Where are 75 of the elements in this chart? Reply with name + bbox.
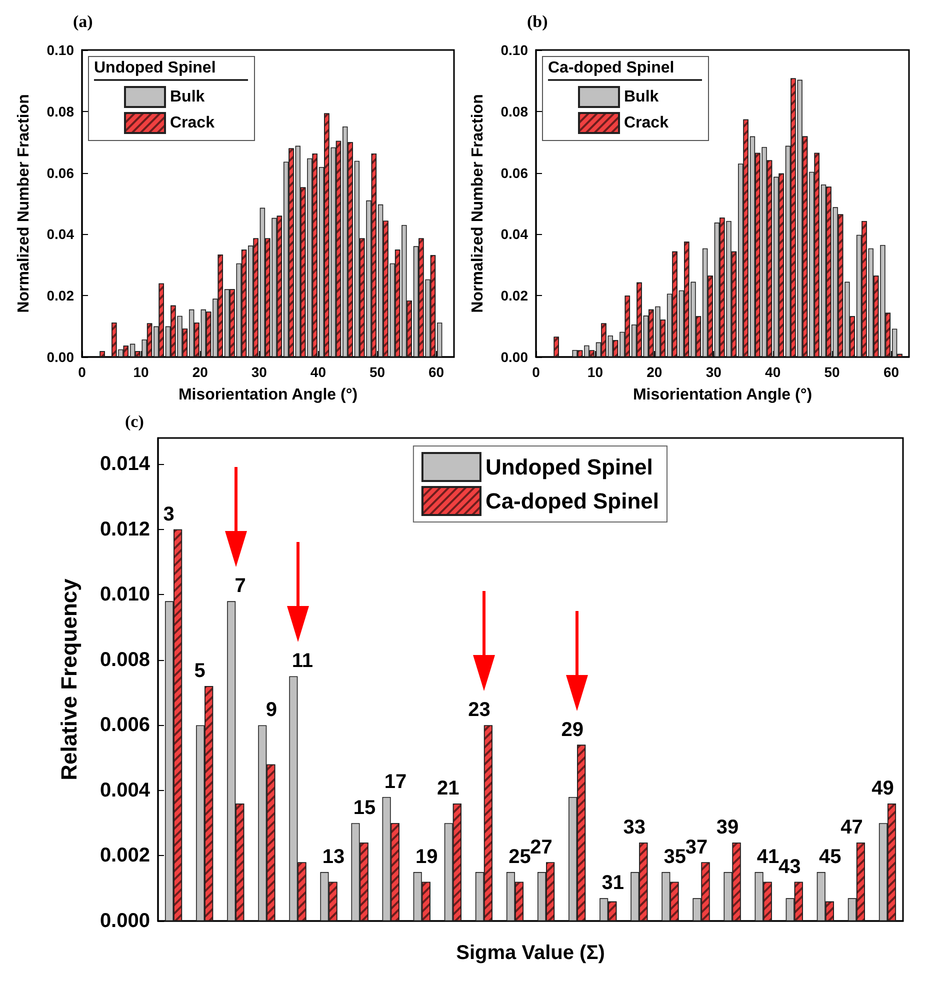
y-axis-title: Relative Frequency: [56, 578, 82, 780]
category-label: 47: [840, 816, 863, 839]
category-label: 17: [384, 770, 407, 793]
y-tick-label: 0.04: [500, 226, 528, 242]
legend-label: Ca-doped Spinel: [485, 488, 659, 514]
category-label: 3: [163, 503, 174, 526]
y-axis-title: Normalized Number Fraction: [16, 94, 32, 313]
y-tick-label: 0.004: [100, 779, 151, 802]
legend-title: Undoped Spinel: [94, 60, 216, 76]
legend-label: Bulk: [170, 88, 205, 106]
y-tick-label: 0.02: [500, 288, 528, 304]
legend-label: Bulk: [624, 88, 659, 106]
y-tick-label: 0.08: [500, 103, 528, 120]
category-label: 37: [685, 836, 708, 858]
legend-label: Undoped Spinel: [485, 454, 653, 480]
category-label: 11: [292, 650, 313, 672]
x-tick-label: 40: [310, 364, 326, 380]
y-tick-label: 0.10: [500, 42, 528, 58]
chart-title: (a): [73, 12, 93, 31]
chart-title: (c): [125, 412, 144, 431]
x-tick-label: 0: [78, 364, 86, 380]
category-label: 43: [778, 856, 801, 878]
y-tick-label: 0.006: [100, 714, 150, 736]
category-label: 41: [756, 846, 780, 868]
chart-title: (b): [527, 12, 548, 31]
x-tick-label: 20: [192, 364, 208, 380]
category-label: 29: [561, 718, 584, 741]
category-label: 45: [819, 846, 842, 868]
y-tick-label: 0.00: [46, 349, 74, 365]
legend-label: Crack: [624, 114, 669, 132]
x-tick-label: 50: [369, 364, 386, 380]
x-tick-label: 10: [587, 364, 604, 380]
x-tick-label: 30: [251, 364, 268, 380]
x-tick-label: 20: [646, 364, 662, 380]
y-tick-label: 0.08: [46, 103, 74, 120]
category-label: 23: [468, 699, 490, 722]
category-label: 27: [530, 836, 552, 858]
legend-title: Ca-doped Spinel: [548, 60, 674, 76]
x-axis-title: Misorientation Angle (°): [178, 386, 358, 404]
x-tick-label: 60: [428, 364, 444, 380]
y-tick-label: 0.10: [46, 42, 74, 58]
category-label: 39: [716, 816, 739, 839]
legend-label: Crack: [170, 114, 215, 132]
y-tick-label: 0.002: [100, 844, 150, 867]
y-tick-label: 0.04: [46, 226, 74, 242]
y-tick-label: 0.06: [500, 164, 528, 181]
x-tick-label: 0: [532, 364, 540, 380]
category-label: 15: [353, 797, 376, 820]
category-label: 49: [872, 778, 894, 800]
x-tick-label: 30: [706, 364, 722, 380]
category-label: 13: [322, 846, 345, 868]
y-tick-label: 0.000: [100, 910, 150, 932]
y-tick-label: 0.012: [100, 518, 150, 540]
y-axis-title: Normalized Number Fraction: [470, 94, 486, 313]
x-tick-label: 40: [765, 364, 781, 380]
y-tick-label: 0.010: [100, 584, 150, 606]
category-label: 19: [415, 846, 438, 868]
category-label: 5: [194, 660, 206, 682]
category-label: 31: [602, 872, 624, 894]
x-axis-title: Misorientation Angle (°): [632, 386, 812, 404]
x-tick-label: 60: [883, 364, 900, 380]
category-label: 7: [234, 575, 246, 598]
y-tick-label: 0.00: [500, 349, 528, 365]
y-tick-label: 0.06: [46, 164, 74, 181]
x-tick-label: 50: [824, 364, 840, 380]
x-tick-label: 10: [133, 364, 150, 380]
category-label: 33: [623, 816, 646, 839]
category-label: 25: [508, 846, 531, 868]
y-tick-label: 0.014: [100, 453, 151, 476]
category-label: 9: [266, 699, 277, 722]
y-tick-label: 0.02: [46, 288, 74, 304]
x-axis-title: Sigma Value (Σ): [456, 942, 605, 964]
category-label: 35: [664, 846, 686, 868]
y-tick-label: 0.008: [100, 648, 150, 671]
category-label: 21: [437, 778, 460, 800]
